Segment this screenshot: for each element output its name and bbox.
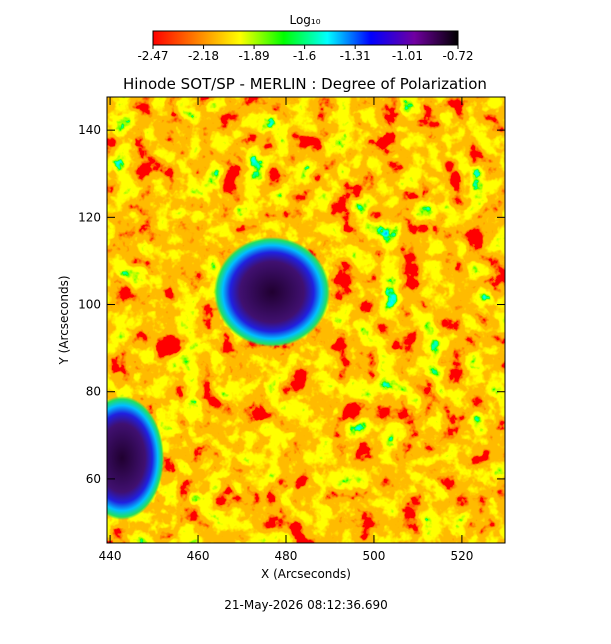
colorbar-tick-label: -1.89 [239,49,270,63]
chart-title: Hinode SOT/SP - MERLIN : Degree of Polar… [123,75,487,93]
plot-frame [106,96,506,544]
colorbar-tick-label: -0.72 [442,49,473,63]
colorbar [152,30,459,46]
y-axis-label: Y (Arcseconds) [57,275,71,365]
x-tick-label: 460 [187,549,210,563]
x-tick-label: 480 [275,549,298,563]
colorbar-tick-label: -1.6 [293,49,316,63]
y-tick-label: 120 [78,210,101,224]
sunspot [214,237,330,347]
x-axis-label: X (Arcseconds) [261,567,351,581]
colorbar-tick-label: -1.31 [340,49,371,63]
colorbar-tick-label: -2.18 [188,49,219,63]
y-tick-label: 80 [86,385,101,399]
footer-date: 21-May-2026 08:12:36.690 [224,598,388,612]
x-tick-label: 440 [99,549,122,563]
colorbar-label: Log₁₀ [289,13,320,27]
heatmap-image [107,97,505,543]
sunspot [107,396,164,520]
x-tick-label: 500 [362,549,385,563]
colorbar-tick-label: -2.47 [137,49,168,63]
colorbar-tick-label: -1.01 [392,49,423,63]
y-tick-label: 60 [86,472,101,486]
y-tick-label: 100 [78,298,101,312]
x-tick-label: 520 [450,549,473,563]
y-tick-label: 140 [78,123,101,137]
